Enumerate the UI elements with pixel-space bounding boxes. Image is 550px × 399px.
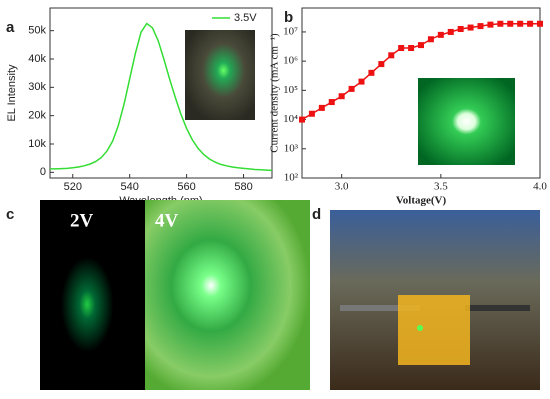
y-axis-label: EL Intensity xyxy=(6,64,18,122)
y-tick-label: 20k xyxy=(28,110,46,122)
panel-label: b xyxy=(284,9,293,26)
marker xyxy=(388,52,395,59)
marker xyxy=(507,20,514,27)
x-tick-label: 4.0 xyxy=(533,181,547,193)
marker xyxy=(437,31,444,38)
y-tick-label: 10⁶ xyxy=(283,55,298,67)
marker xyxy=(368,69,375,76)
photo xyxy=(40,200,145,390)
legend-label: 3.5V xyxy=(234,12,257,24)
device xyxy=(398,295,470,365)
photo xyxy=(145,200,310,390)
marker xyxy=(467,24,474,31)
marker xyxy=(447,28,454,35)
x-tick-label: 520 xyxy=(64,181,82,193)
inset-photo xyxy=(418,78,515,165)
x-tick-label: 540 xyxy=(121,181,139,193)
clip xyxy=(340,305,420,311)
x-tick-label: 3.5 xyxy=(434,181,448,193)
plot-frame xyxy=(49,7,273,179)
y-tick-label: 30k xyxy=(28,81,46,93)
y-tick-label: 10⁷ xyxy=(283,25,298,37)
marker xyxy=(457,26,464,33)
marker xyxy=(378,61,385,68)
marker xyxy=(517,20,524,27)
marker xyxy=(318,104,325,111)
marker xyxy=(427,36,434,43)
y-tick-label: 50k xyxy=(28,25,46,37)
x-tick-label: 580 xyxy=(234,181,252,193)
y-tick-label: 10⁵ xyxy=(283,84,298,96)
panel-label: a xyxy=(6,19,15,36)
x-axis-label: Voltage(V) xyxy=(396,195,447,207)
marker xyxy=(299,116,305,123)
marker xyxy=(408,45,415,52)
photo-label: 2V xyxy=(70,210,94,231)
y-tick-label: 10k xyxy=(28,138,46,150)
marker xyxy=(418,42,424,49)
y-tick-label: 40k xyxy=(28,53,46,65)
x-tick-label: 560 xyxy=(177,181,195,193)
emission xyxy=(417,325,423,331)
clip xyxy=(465,305,530,311)
marker xyxy=(338,93,345,100)
panel-label: c xyxy=(6,206,14,223)
marker xyxy=(348,85,355,92)
marker xyxy=(487,21,494,28)
marker xyxy=(328,99,335,106)
y-tick-label: 10⁴ xyxy=(283,113,298,125)
marker xyxy=(477,23,484,30)
x-tick-label: 3.0 xyxy=(335,181,349,193)
marker xyxy=(497,20,504,27)
marker xyxy=(358,78,365,85)
marker xyxy=(527,20,534,27)
y-tick-label: 10³ xyxy=(284,142,299,154)
charts: 520540560580010k20k30k40k50kWavelength (… xyxy=(6,7,547,207)
y-tick-label: 10² xyxy=(284,172,299,184)
marker xyxy=(398,45,405,52)
marker xyxy=(308,110,315,117)
marker xyxy=(537,20,543,27)
series-line xyxy=(50,22,273,172)
inset-photo xyxy=(185,30,255,120)
plot-frame xyxy=(301,7,541,179)
photo-label: 4V xyxy=(155,210,179,231)
y-axis-label: Current density (mA cm⁻¹) xyxy=(269,33,281,153)
y-tick-label: 0 xyxy=(40,166,46,178)
panel-label: d xyxy=(312,206,321,223)
